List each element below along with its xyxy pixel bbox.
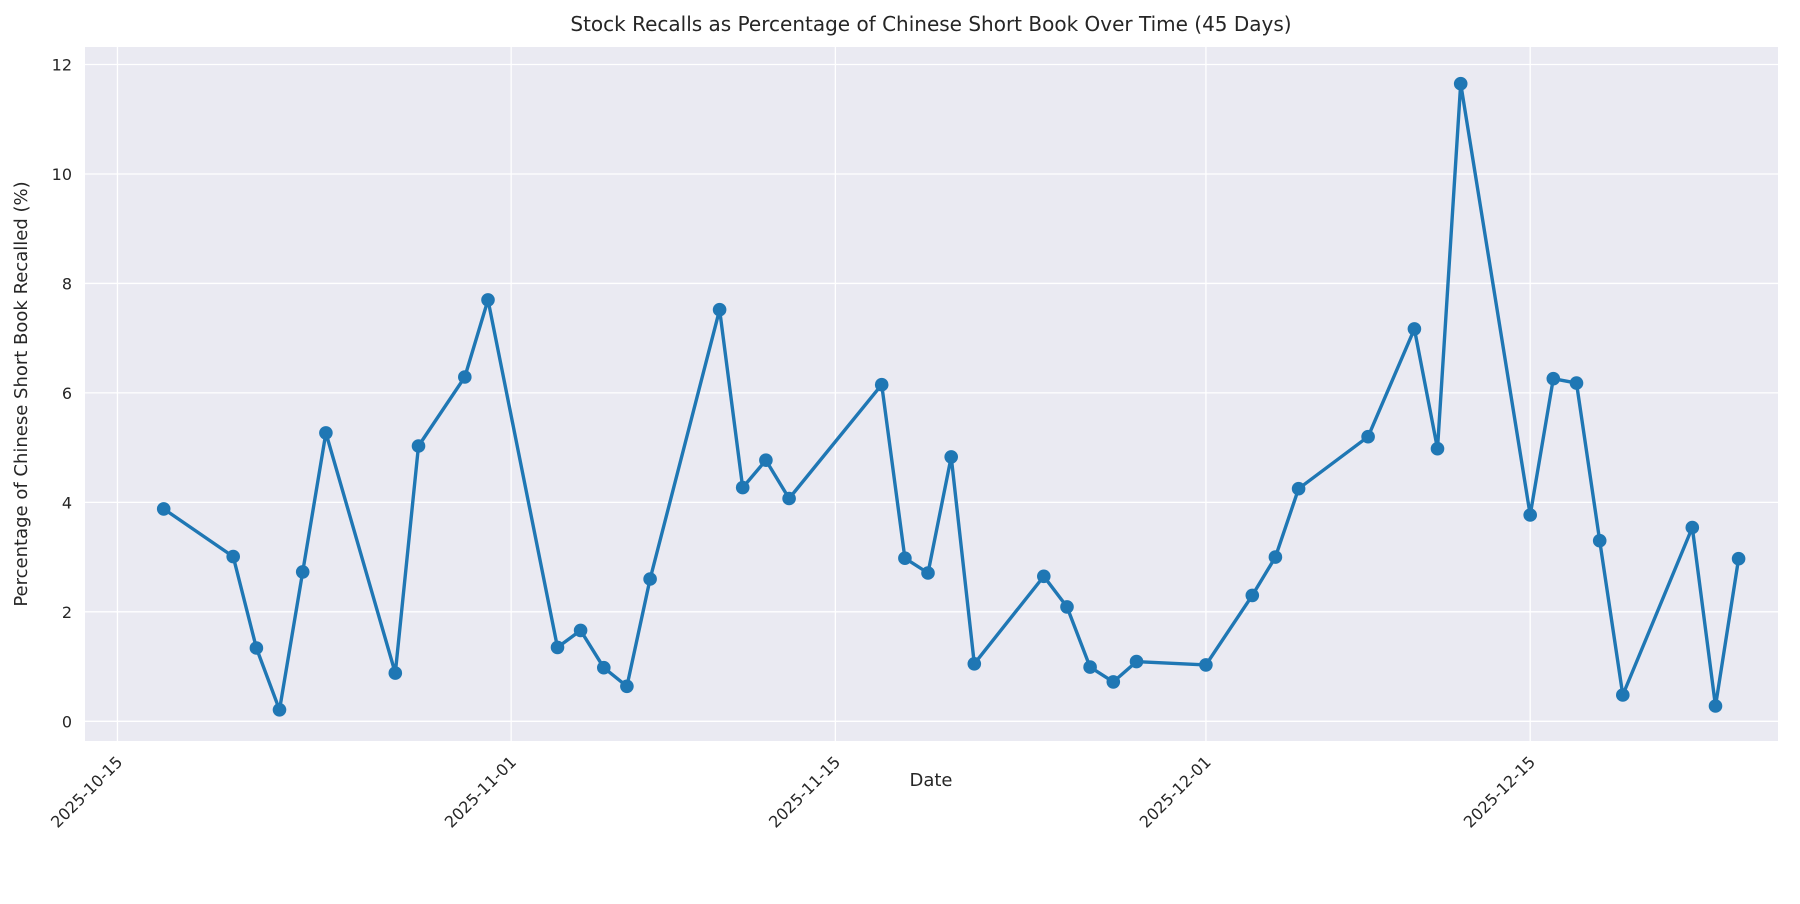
data-point-2025-11-13 [782,491,796,506]
data-point-2025-10-28 [411,439,426,453]
data-point-2025-11-03 [550,640,565,655]
y-tick-label-2: 2 [62,603,72,622]
y-tick-label-10: 10 [52,165,72,184]
data-point-2025-12-11 [1430,441,1445,456]
data-point-2025-10-23 [295,565,310,579]
x-tick-label-2025-12-01: 2025-12-01 [1136,752,1215,831]
x-tick-label-2025-10-15: 2025-10-15 [47,752,126,831]
data-point-2025-11-24 [1037,569,1051,584]
data-series [156,76,1746,717]
data-point-2025-11-07 [643,572,657,586]
data-point-2025-11-06 [620,679,634,694]
data-point-2025-12-17 [1569,376,1584,390]
x-tick-label-2025-11-15: 2025-11-15 [765,752,844,831]
chart-title: Stock Recalls as Percentage of Chinese S… [570,12,1291,36]
data-point-2025-11-11 [735,480,750,495]
data-point-2025-11-05 [597,660,611,675]
data-point-2025-10-27 [388,666,403,680]
y-tick-label-0: 0 [62,712,72,731]
data-point-2025-11-17 [874,377,889,392]
y-axis-label: Percentage of Chinese Short Book Recalle… [11,181,32,606]
data-point-2025-12-08 [1361,429,1375,444]
data-point-2025-11-18 [898,551,912,565]
data-point-2025-12-04 [1268,550,1283,564]
data-point-2025-10-31 [481,293,495,307]
y-tick-label-12: 12 [52,56,72,75]
data-point-2025-11-25 [1060,600,1074,614]
data-point-2025-11-19 [921,566,935,580]
y-tick-label-4: 4 [62,493,72,512]
data-point-2025-12-24 [1731,551,1746,566]
y-axis-tick-labels: 0 2 4 6 8 10 12 [52,56,72,732]
x-tick-label-2025-11-01: 2025-11-01 [441,752,520,831]
data-point-2025-12-03 [1245,588,1260,603]
data-point-2025-11-21 [967,657,982,671]
data-point-2025-12-16 [1546,371,1561,386]
data-point-2025-12-22 [1685,520,1700,535]
data-point-2025-10-30 [458,370,472,384]
data-point-2025-11-26 [1083,660,1097,674]
data-point-2025-11-27 [1106,675,1121,689]
data-point-2025-12-23 [1708,699,1723,713]
data-point-2025-11-04 [573,623,588,638]
x-axis-label: Date [909,770,952,791]
data-point-2025-11-20 [944,450,958,464]
data-point-2025-12-05 [1291,481,1306,496]
data-point-2025-10-21 [249,641,264,655]
data-point-2025-12-18 [1592,533,1607,548]
data-point-2025-11-28 [1129,654,1144,669]
grid-lines [85,47,1778,741]
data-point-2025-10-17 [156,502,171,516]
x-axis-tick-labels: 2025-10-15 2025-11-01 2025-11-15 2025-12-01… [47,752,1539,831]
data-point-2025-10-24 [319,426,333,440]
data-point-2025-12-01 [1199,658,1213,672]
x-tick-label-2025-12-15: 2025-12-15 [1460,752,1539,831]
data-point-2025-11-10 [712,302,727,317]
data-point-2025-10-20 [226,549,240,564]
data-point-2025-12-12 [1453,76,1468,91]
y-tick-label-8: 8 [62,274,72,293]
data-point-2025-11-12 [759,453,773,468]
data-point-2025-12-10 [1407,322,1422,336]
data-point-2025-12-19 [1616,688,1630,702]
data-point-2025-10-22 [272,703,287,717]
y-tick-label-6: 6 [62,384,72,403]
data-point-2025-12-15 [1523,508,1537,522]
plot-area [85,47,1778,741]
